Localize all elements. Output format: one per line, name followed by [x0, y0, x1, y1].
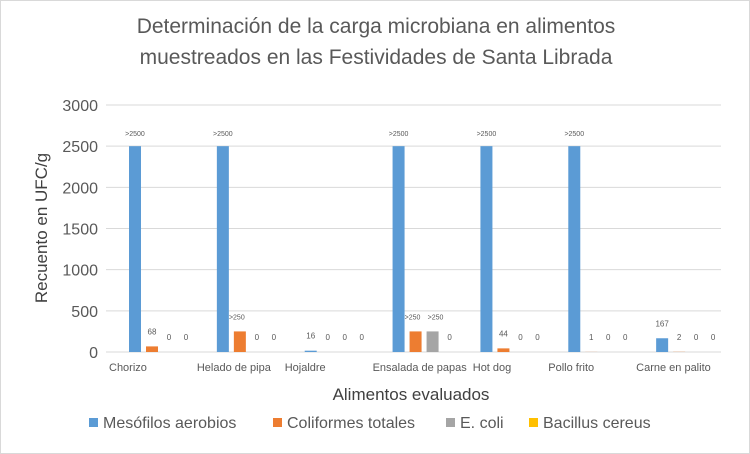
data-label: >2500 [125, 131, 145, 138]
data-label: 0 [606, 333, 611, 342]
legend-label: E. coli [460, 415, 504, 432]
bar-mes-filos-aerobios [392, 146, 405, 352]
legend-swatch [89, 418, 98, 427]
data-label: >2500 [477, 131, 497, 138]
bar-coliformes-totales [497, 348, 510, 352]
x-tick-label: Ensalada de papas [373, 362, 468, 374]
y-tick-label: 1000 [62, 263, 98, 280]
data-label: >2500 [213, 131, 233, 138]
legend-label: Bacillus cereus [543, 415, 651, 432]
data-label: 167 [655, 319, 669, 328]
y-tick-label: 1500 [62, 222, 98, 239]
data-label: >250 [229, 314, 245, 321]
x-tick-label: Hot dog [473, 362, 512, 374]
data-label: 68 [148, 327, 157, 336]
legend-swatch [529, 418, 538, 427]
x-tick-label: Hojaldre [285, 362, 326, 374]
data-label: 2 [677, 333, 682, 342]
data-label: 0 [535, 333, 540, 342]
legend-label: Mesófilos aerobios [103, 415, 236, 432]
bar-coliformes-totales [409, 331, 422, 352]
data-label: 0 [325, 333, 330, 342]
legend-swatch [446, 418, 455, 427]
bar-mes-filos-aerobios [568, 146, 581, 352]
x-tick-label: Chorizo [109, 362, 147, 374]
data-label: >2500 [564, 131, 584, 138]
y-tick-label: 3000 [62, 98, 98, 115]
data-label: 0 [694, 333, 699, 342]
data-label: >2500 [389, 131, 409, 138]
bar-mes-filos-aerobios [129, 146, 141, 352]
x-tick-label: Helado de pipa [197, 362, 272, 374]
y-tick-label: 2000 [62, 180, 98, 197]
data-label: 44 [499, 329, 508, 338]
data-label: >250 [405, 314, 421, 321]
x-tick-label: Carne en palito [636, 362, 711, 374]
data-label: 0 [255, 333, 260, 342]
y-tick-label: 2500 [62, 139, 98, 156]
data-label: 0 [272, 333, 277, 342]
chart-title-line-1: Determinación de la carga microbiana en … [137, 15, 616, 38]
data-label: 0 [447, 333, 452, 342]
x-tick-label: Pollo frito [548, 362, 594, 374]
data-label: 0 [167, 333, 172, 342]
data-label: 0 [623, 333, 628, 342]
data-label: 16 [306, 332, 315, 341]
y-axis-label: Recuento en UFC/g [32, 153, 51, 303]
legend-label: Coliformes totales [287, 415, 415, 432]
legend-swatch [273, 418, 282, 427]
y-tick-label: 0 [89, 345, 98, 362]
bar-mes-filos-aerobios [304, 350, 317, 352]
data-label: 0 [359, 333, 364, 342]
data-label: >250 [428, 314, 444, 321]
bar-mes-filos-aerobios [656, 338, 669, 352]
chart-title-line-2: muestreados en las Festividades de Santa… [140, 46, 613, 69]
bar-e-coli [426, 331, 439, 352]
bar-coliformes-totales [233, 331, 246, 352]
data-label: 0 [711, 333, 716, 342]
y-tick-label: 500 [71, 304, 98, 321]
bar-mes-filos-aerobios [480, 146, 493, 352]
data-label: 1 [589, 333, 594, 342]
x-axis-label: Alimentos evaluados [333, 385, 490, 404]
data-label: 0 [518, 333, 523, 342]
bar-mes-filos-aerobios [216, 146, 229, 352]
data-label: 0 [342, 333, 347, 342]
bar-coliformes-totales [146, 346, 158, 352]
data-label: 0 [184, 333, 189, 342]
